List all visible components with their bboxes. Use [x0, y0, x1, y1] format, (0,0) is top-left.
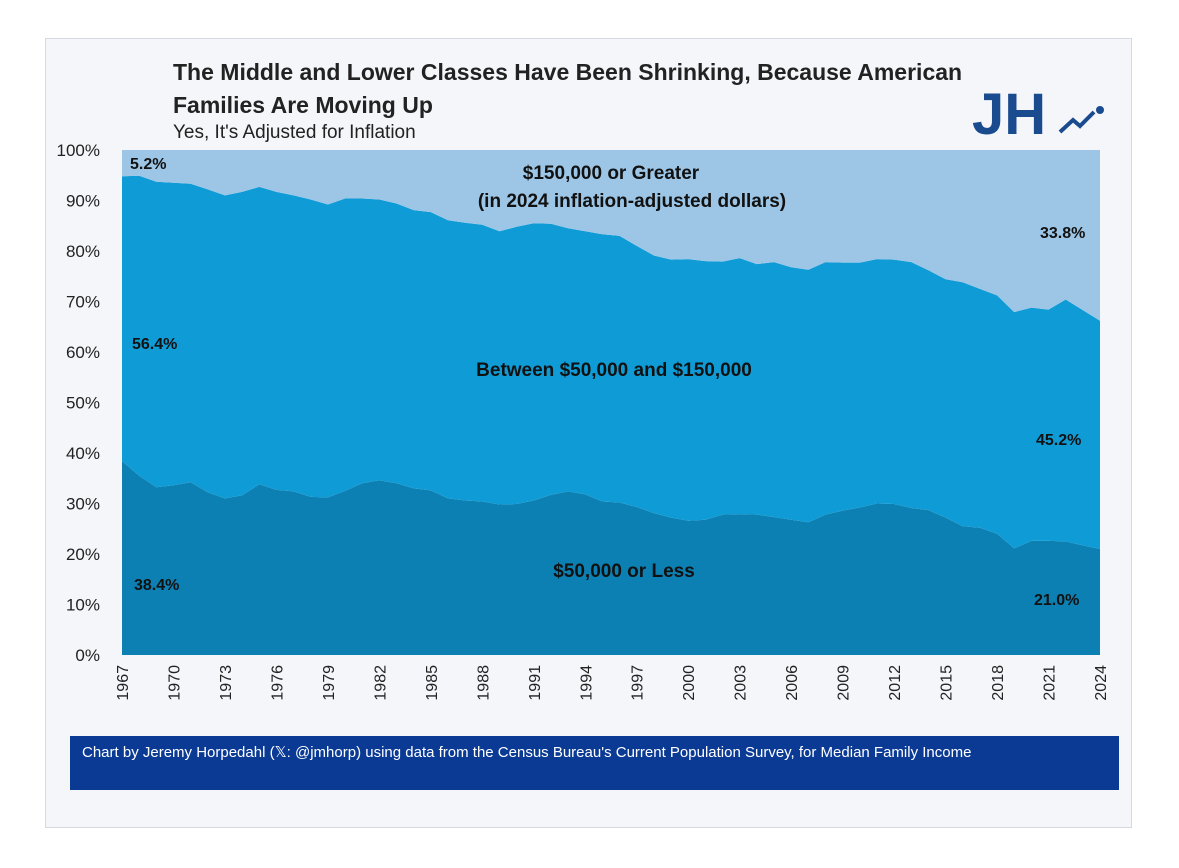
y-tick-label: 20% [66, 545, 100, 564]
x-tick-label: 1973 [218, 665, 235, 701]
y-tick-label: 60% [66, 343, 100, 362]
y-tick-label: 40% [66, 444, 100, 463]
value-label-middle-start: 56.4% [132, 336, 177, 353]
x-tick-label: 2006 [784, 665, 801, 701]
band-label-high-line2: (in 2024 inflation-adjusted dollars) [478, 191, 786, 212]
x-tick-label: 1994 [578, 665, 595, 701]
x-tick-label: 2021 [1042, 665, 1059, 701]
x-tick-label: 1991 [527, 665, 544, 701]
x-tick-label: 2015 [939, 665, 956, 701]
x-tick-label: 1988 [475, 665, 492, 701]
area-high-income [122, 150, 1100, 321]
source-footer: Chart by Jeremy Horpedahl (𝕏: @jmhorp) u… [70, 736, 1119, 790]
logo-text: JH [972, 86, 1046, 146]
x-tick-label: 2000 [681, 665, 698, 701]
value-label-low-end: 21.0% [1034, 592, 1079, 609]
y-axis: 0% 10% 20% 30% 40% 50% 60% 70% 80% 90% 100% [57, 141, 100, 665]
trend-dot-icon [1096, 106, 1104, 114]
y-tick-label: 100% [57, 141, 100, 160]
x-tick-label: 1997 [630, 665, 647, 701]
y-tick-label: 70% [66, 293, 100, 312]
x-tick-label: 1982 [372, 665, 389, 701]
band-label-middle: Between $50,000 and $150,000 [476, 360, 752, 381]
area-middle-income [122, 175, 1100, 550]
y-tick-label: 30% [66, 495, 100, 514]
area-low-income [122, 461, 1100, 655]
x-tick-label: 2018 [990, 665, 1007, 701]
jh-logo-mark: JH [972, 82, 1104, 147]
chart-subtitle: Yes, It's Adjusted for Inflation [173, 122, 416, 143]
trend-line-icon [1058, 110, 1096, 134]
x-tick-label: 2003 [733, 665, 750, 701]
y-tick-label: 80% [66, 242, 100, 261]
value-label-low-start: 38.4% [134, 577, 179, 594]
x-tick-label: 1985 [424, 665, 441, 701]
x-axis: 1967 1970 1973 1976 1979 1982 1985 1988 1991 1994… [115, 665, 1110, 701]
value-label-high-end: 33.8% [1040, 225, 1085, 242]
x-tick-label: 2024 [1093, 665, 1110, 701]
x-tick-label: 2009 [836, 665, 853, 701]
band-label-low: $50,000 or Less [553, 561, 695, 582]
y-tick-label: 0% [75, 646, 100, 665]
y-tick-label: 10% [66, 596, 100, 615]
value-label-high-start: 5.2% [130, 156, 166, 173]
y-tick-label: 90% [66, 192, 100, 211]
x-tick-label: 1979 [321, 665, 338, 701]
x-tick-label: 1970 [167, 665, 184, 701]
band-label-high-line1: $150,000 or Greater [523, 163, 700, 184]
y-tick-label: 50% [66, 394, 100, 413]
chart-title: The Middle and Lower Classes Have Been S… [173, 59, 963, 118]
x-tick-label: 1976 [269, 665, 286, 701]
jh-logo: JH [970, 82, 1110, 151]
value-label-middle-end: 45.2% [1036, 432, 1081, 449]
chart-labels: $150,000 or Greater (in 2024 inflation-ad… [130, 156, 1085, 609]
area-series [122, 150, 1100, 655]
x-tick-label: 1967 [115, 665, 132, 701]
x-tick-label: 2012 [887, 665, 904, 701]
